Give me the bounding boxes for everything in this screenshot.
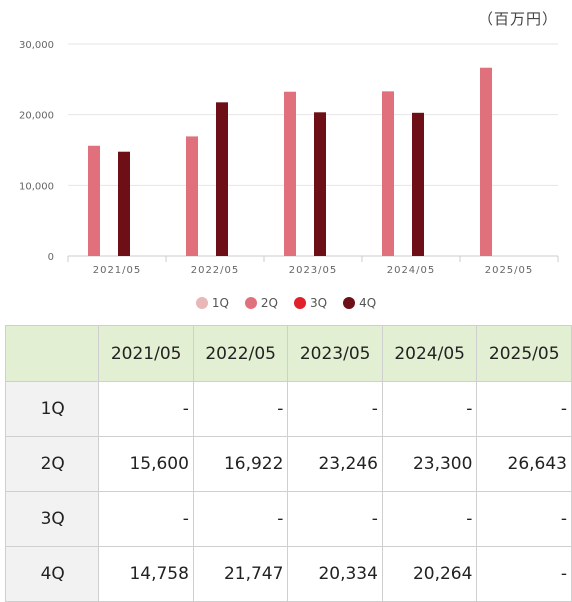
table-cell: - bbox=[192, 381, 289, 437]
table-header-cell: 2022/05 bbox=[192, 325, 289, 382]
legend-item[interactable]: 1Q bbox=[195, 296, 229, 310]
table-row: 1Q - - - - - bbox=[4, 381, 572, 437]
bar-chart: 0 10,000 20,000 30,000 2021/05 2022/05 2023/0… bbox=[19, 40, 559, 276]
data-table: 2021/05 2022/05 2023/05 2024/05 2025/05 … bbox=[4, 325, 572, 602]
table-cell: - bbox=[192, 491, 289, 547]
table-cell: - bbox=[287, 381, 383, 437]
table-cell: - bbox=[381, 381, 478, 437]
table-cell: - bbox=[381, 491, 478, 547]
legend-label: 4Q bbox=[359, 296, 377, 310]
table-row: 2Q 15,600 16,922 23,246 23,300 26,643 bbox=[4, 436, 572, 492]
table-cell: - bbox=[98, 491, 194, 547]
table-cell: - bbox=[287, 491, 383, 547]
x-tick-label: 2025/05 bbox=[485, 265, 534, 276]
legend-item[interactable]: 2Q bbox=[244, 296, 278, 310]
y-tick-label: 20,000 bbox=[19, 111, 54, 122]
legend-dot-icon bbox=[195, 297, 208, 309]
bar-4q[interactable] bbox=[118, 151, 130, 256]
table-header-row: 2021/05 2022/05 2023/05 2024/05 2025/05 bbox=[4, 325, 572, 382]
table-cell: 15,600 bbox=[98, 436, 194, 492]
legend-dot-icon bbox=[294, 297, 306, 309]
y-tick-label: 0 bbox=[48, 252, 54, 263]
table-header-cell: 2023/05 bbox=[287, 325, 383, 382]
table-cell: 26,643 bbox=[476, 436, 572, 492]
table-header-cell: 2024/05 bbox=[381, 325, 478, 382]
table-cell: 23,300 bbox=[381, 436, 478, 492]
table-cell: - bbox=[476, 546, 572, 602]
legend-label: 1Q bbox=[211, 296, 229, 310]
chart-legend: 1Q 2Q 3Q 4Q bbox=[0, 296, 572, 312]
legend-dot-icon bbox=[343, 297, 356, 309]
row-label: 4Q bbox=[4, 546, 100, 602]
bar-2q[interactable] bbox=[284, 91, 296, 256]
x-tick-label: 2022/05 bbox=[191, 265, 240, 276]
x-tick-label: 2024/05 bbox=[387, 265, 436, 276]
row-label: 1Q bbox=[4, 381, 100, 437]
table-row: 3Q - - - - - bbox=[4, 491, 572, 547]
table-cell: 23,246 bbox=[287, 436, 383, 492]
row-label: 3Q bbox=[4, 491, 100, 547]
table-row: 4Q 14,758 21,747 20,334 20,264 - bbox=[4, 546, 572, 602]
row-label: 2Q bbox=[4, 436, 100, 492]
unit-label: （百万円） bbox=[477, 10, 558, 28]
table-cell: - bbox=[476, 491, 572, 547]
bar-4q[interactable] bbox=[314, 112, 326, 256]
x-tick-label: 2021/05 bbox=[93, 265, 142, 276]
bar-2q[interactable] bbox=[88, 145, 100, 256]
table-cell: 20,264 bbox=[381, 546, 478, 602]
x-tick-label: 2023/05 bbox=[289, 265, 338, 276]
table-cell: 14,758 bbox=[98, 546, 194, 602]
legend-label: 3Q bbox=[310, 296, 328, 310]
table-cell: - bbox=[98, 381, 194, 437]
table-header-cell: 2025/05 bbox=[476, 325, 572, 382]
table-cell: 20,334 bbox=[287, 546, 383, 602]
bar-4q[interactable] bbox=[216, 102, 228, 256]
bar-4q[interactable] bbox=[412, 112, 424, 257]
y-tick-label: 10,000 bbox=[19, 181, 54, 192]
table-header-cell: 2021/05 bbox=[98, 325, 194, 382]
legend-item[interactable]: 3Q bbox=[294, 296, 327, 310]
legend-label: 2Q bbox=[260, 296, 278, 310]
table-corner-cell bbox=[4, 325, 100, 382]
legend-dot-icon bbox=[244, 297, 257, 309]
table-cell: 16,922 bbox=[192, 436, 289, 492]
y-tick-label: 30,000 bbox=[19, 40, 54, 51]
table-cell: 21,747 bbox=[192, 546, 289, 602]
legend-item[interactable]: 4Q bbox=[343, 296, 376, 310]
table-cell: - bbox=[476, 381, 572, 437]
bar-2q[interactable] bbox=[186, 136, 198, 256]
bar-2q[interactable] bbox=[480, 67, 492, 256]
bar-2q[interactable] bbox=[382, 91, 394, 256]
